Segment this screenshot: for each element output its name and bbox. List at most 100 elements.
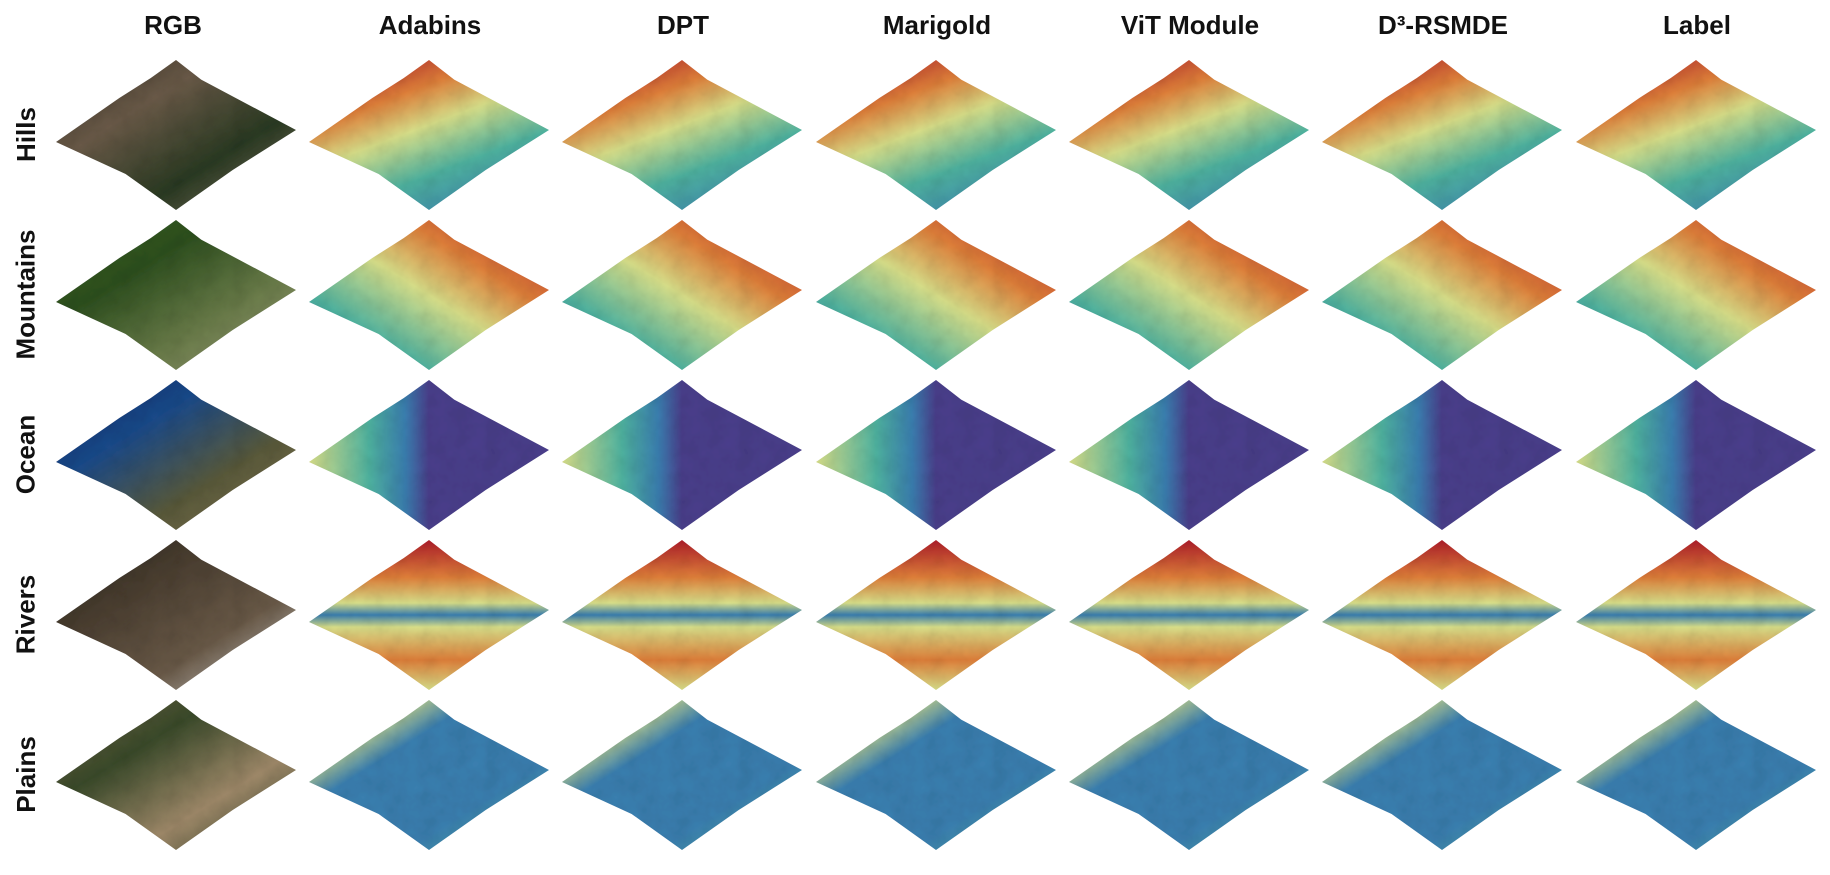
terrain-surface-ocean-marigold — [816, 380, 1056, 530]
row-label-mountains: Mountains — [10, 229, 41, 359]
terrain-surface-rivers-dpt — [562, 540, 802, 690]
terrain-mountains-label — [1570, 214, 1822, 374]
terrain-surface-rivers-d-rsmde — [1322, 540, 1562, 690]
terrain-ocean-d-rsmde — [1316, 374, 1568, 534]
col-header-adabins: Adabins — [378, 10, 482, 40]
terrain-surface-mountains-vit-module — [1069, 220, 1309, 370]
terrain-rivers-adabins — [303, 534, 555, 694]
terrain-shape — [56, 60, 296, 210]
terrain-shape — [56, 380, 296, 530]
terrain-surface-hills-d-rsmde — [1322, 60, 1562, 210]
terrain-rivers-vit-module — [1063, 534, 1315, 694]
terrain-shape — [562, 540, 802, 690]
terrain-surface-plains-vit-module — [1069, 700, 1309, 850]
terrain-shape — [309, 700, 549, 850]
terrain-rivers-d-rsmde — [1316, 534, 1568, 694]
terrain-shape — [562, 700, 802, 850]
terrain-plains-dpt — [556, 694, 808, 854]
terrain-shape — [1322, 220, 1562, 370]
terrain-rivers-rgb — [50, 534, 302, 694]
terrain-surface-hills-adabins — [309, 60, 549, 210]
row-label-ocean: Ocean — [10, 414, 41, 494]
terrain-surface-mountains-adabins — [309, 220, 549, 370]
terrain-surface-plains-label — [1576, 700, 1816, 850]
terrain-shape — [562, 220, 802, 370]
terrain-mountains-adabins — [303, 214, 555, 374]
terrain-surface-hills-vit-module — [1069, 60, 1309, 210]
terrain-shape — [1322, 540, 1562, 690]
terrain-ocean-dpt — [556, 374, 808, 534]
terrain-hills-d-rsmde — [1316, 54, 1568, 214]
row-label-rivers: Rivers — [10, 574, 41, 654]
terrain-shape — [816, 700, 1056, 850]
terrain-shape — [816, 540, 1056, 690]
terrain-mountains-vit-module — [1063, 214, 1315, 374]
terrain-shape — [1069, 380, 1309, 530]
terrain-shape — [1322, 380, 1562, 530]
terrain-mountains-marigold — [810, 214, 1062, 374]
terrain-surface-ocean-d-rsmde — [1322, 380, 1562, 530]
terrain-surface-plains-rgb — [56, 700, 296, 850]
col-header-d3-rsmde: D³-RSMDE — [1378, 10, 1508, 40]
terrain-surface-hills-rgb — [56, 60, 296, 210]
terrain-mountains-rgb — [50, 214, 302, 374]
terrain-rivers-marigold — [810, 534, 1062, 694]
terrain-surface-mountains-label — [1576, 220, 1816, 370]
terrain-shape — [1322, 700, 1562, 850]
terrain-shape — [309, 60, 549, 210]
terrain-surface-plains-marigold — [816, 700, 1056, 850]
terrain-surface-rivers-rgb — [56, 540, 296, 690]
col-header-marigold: Marigold — [882, 10, 992, 40]
col-header-rgb: RGB — [144, 10, 202, 40]
terrain-surface-ocean-label — [1576, 380, 1816, 530]
terrain-shape — [1069, 60, 1309, 210]
terrain-surface-mountains-dpt — [562, 220, 802, 370]
terrain-surface-mountains-d-rsmde — [1322, 220, 1562, 370]
terrain-surface-rivers-adabins — [309, 540, 549, 690]
terrain-surface-plains-d-rsmde — [1322, 700, 1562, 850]
terrain-shape — [1322, 60, 1562, 210]
terrain-hills-adabins — [303, 54, 555, 214]
col-header-label: Label — [1663, 10, 1731, 40]
terrain-shape — [1069, 540, 1309, 690]
terrain-shape — [309, 220, 549, 370]
terrain-shape — [309, 540, 549, 690]
terrain-shape — [1069, 220, 1309, 370]
terrain-surface-plains-adabins — [309, 700, 549, 850]
terrain-hills-marigold — [810, 54, 1062, 214]
terrain-surface-ocean-rgb — [56, 380, 296, 530]
terrain-surface-ocean-dpt — [562, 380, 802, 530]
terrain-shape — [562, 60, 802, 210]
terrain-rivers-dpt — [556, 534, 808, 694]
terrain-plains-marigold — [810, 694, 1062, 854]
terrain-shape — [309, 380, 549, 530]
terrain-shape — [1576, 540, 1816, 690]
terrain-hills-label — [1570, 54, 1822, 214]
terrain-surface-hills-label — [1576, 60, 1816, 210]
terrain-surface-rivers-vit-module — [1069, 540, 1309, 690]
terrain-surface-plains-dpt — [562, 700, 802, 850]
terrain-ocean-marigold — [810, 374, 1062, 534]
terrain-shape — [1576, 700, 1816, 850]
terrain-plains-rgb — [50, 694, 302, 854]
terrain-shape — [816, 220, 1056, 370]
col-header-dpt: DPT — [657, 10, 709, 40]
terrain-mountains-dpt — [556, 214, 808, 374]
terrain-surface-rivers-marigold — [816, 540, 1056, 690]
terrain-surface-ocean-vit-module — [1069, 380, 1309, 530]
terrain-surface-ocean-adabins — [309, 380, 549, 530]
terrain-surface-mountains-rgb — [56, 220, 296, 370]
terrain-shape — [1576, 380, 1816, 530]
terrain-shape — [1576, 60, 1816, 210]
terrain-shape — [816, 60, 1056, 210]
terrain-ocean-adabins — [303, 374, 555, 534]
terrain-hills-rgb — [50, 54, 302, 214]
terrain-surface-hills-dpt — [562, 60, 802, 210]
terrain-shape — [56, 220, 296, 370]
row-label-plains: Plains — [10, 735, 41, 813]
row-label-hills: Hills — [10, 106, 41, 162]
terrain-shape — [1069, 700, 1309, 850]
terrain-rivers-label — [1570, 534, 1822, 694]
terrain-plains-vit-module — [1063, 694, 1315, 854]
terrain-plains-label — [1570, 694, 1822, 854]
